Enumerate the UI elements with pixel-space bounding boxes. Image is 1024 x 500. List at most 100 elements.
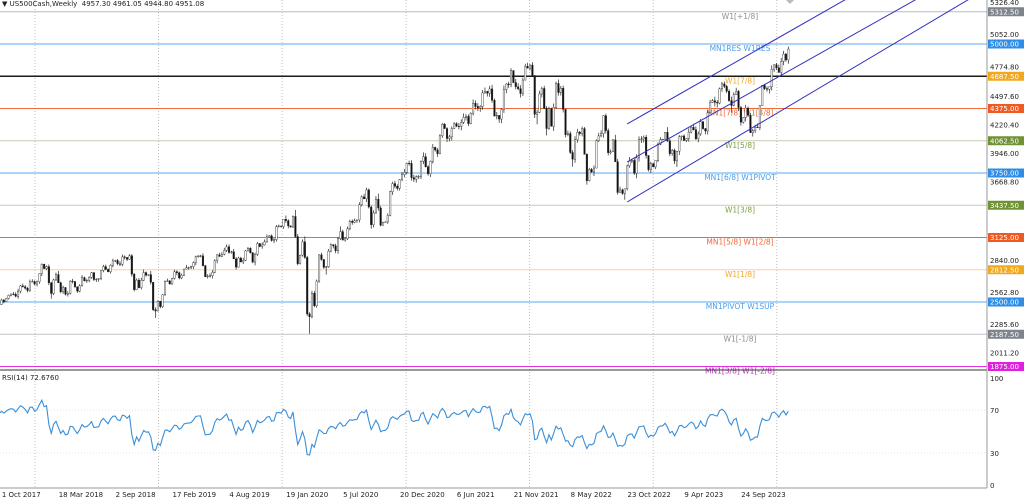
candle-bull — [495, 115, 498, 117]
candle-bull — [374, 198, 377, 214]
symbol-timeframe: US500Cash,Weekly — [9, 0, 78, 8]
candle-bull — [339, 231, 342, 239]
candle-bull — [66, 293, 69, 295]
candle-bull — [95, 278, 98, 280]
candle-bull — [761, 85, 764, 106]
candle-bear — [201, 255, 204, 266]
candle-bear — [476, 106, 479, 109]
candle-bull — [190, 266, 193, 268]
level-label: W1[5/8] — [725, 141, 755, 150]
candle-bear — [280, 225, 283, 227]
candle-bear — [239, 257, 242, 263]
candle-bull — [225, 246, 228, 251]
date-tick-label: 8 May 2022 — [571, 491, 612, 499]
candle-bull — [346, 228, 349, 239]
candle-bull — [164, 280, 167, 295]
candle-bull — [758, 105, 761, 128]
candle-bear — [313, 293, 316, 306]
candle-bull — [69, 280, 72, 294]
rsi-tick-label: 0 — [990, 482, 994, 490]
level-label: MN1[3/8] W1[-2/8] — [705, 367, 775, 376]
candle-bull — [161, 294, 164, 307]
candle-bull — [5, 298, 8, 302]
candle-bear — [363, 196, 366, 200]
candle-bull — [318, 254, 321, 282]
candle-bull — [192, 262, 195, 267]
candle-bull — [555, 83, 558, 108]
candle-bull — [600, 133, 603, 137]
candle-bear — [133, 273, 136, 290]
candle-bull — [581, 128, 584, 134]
candle-bear — [474, 103, 477, 107]
candle-bear — [377, 198, 380, 209]
candle-bear — [604, 115, 607, 131]
candle-bear — [145, 272, 148, 276]
level-label: W1[3/8] — [725, 205, 755, 214]
candle-bull — [216, 254, 219, 261]
candle-bull — [40, 263, 43, 274]
candle-bull — [173, 271, 176, 279]
candle-bear — [633, 160, 636, 174]
candle-bull — [429, 161, 432, 174]
candle-bear — [370, 206, 373, 225]
candle-bull — [391, 183, 394, 192]
level-price-badge — [988, 39, 1024, 49]
date-tick-label: 9 Apr 2023 — [684, 491, 723, 499]
level-price-badge-text: 1875.00 — [990, 363, 1019, 371]
candle-bear — [434, 147, 437, 151]
candle-bear — [235, 258, 238, 268]
candle-bull — [417, 176, 420, 178]
candle-bull — [78, 285, 81, 292]
candle-bull — [211, 271, 214, 277]
candle-bull — [640, 138, 643, 140]
candle-bull — [479, 106, 482, 109]
candle-bear — [130, 255, 133, 275]
candle-bull — [405, 163, 408, 173]
candle-bear — [616, 161, 619, 193]
candle-bear — [614, 139, 617, 162]
candle-bull — [386, 215, 389, 223]
level-price-badge-text: 2500.00 — [990, 299, 1019, 307]
level-price-badge-text: 5000.00 — [990, 41, 1019, 49]
candle-bear — [486, 91, 489, 94]
candle-bear — [569, 133, 572, 153]
candle-bull — [182, 268, 185, 276]
candle-bear — [47, 266, 50, 283]
candle-bear — [21, 285, 24, 287]
candle-bear — [666, 132, 669, 142]
candle-bear — [12, 293, 15, 295]
candle-bear — [704, 128, 707, 132]
candle-bear — [154, 309, 157, 312]
candle-bear — [493, 100, 496, 117]
date-tick-label: 6 Jun 2021 — [457, 491, 495, 499]
candle-bull — [500, 109, 503, 120]
candle-bull — [664, 132, 667, 140]
level-price-badge — [988, 136, 1024, 146]
channel-line-upper — [626, 0, 846, 125]
candle-bull — [36, 281, 39, 285]
candle-bear — [777, 67, 780, 73]
candle-bear — [33, 281, 36, 285]
candle-bull — [254, 254, 257, 263]
candle-bull — [465, 116, 468, 118]
candle-bull — [782, 53, 785, 62]
candle-bull — [735, 91, 738, 95]
candle-bull — [628, 160, 631, 167]
candle-bull — [528, 64, 531, 69]
candle-bull — [690, 127, 693, 133]
level-label: W1[+1/8] — [722, 12, 758, 21]
price-tick-label: 4497.60 — [990, 93, 1019, 101]
candle-bear — [728, 91, 731, 101]
candle-bull — [38, 273, 41, 282]
price-tick-label: 3668.80 — [990, 178, 1019, 186]
candle-bull — [472, 103, 475, 114]
triangle-down-icon[interactable]: ▼ — [2, 0, 10, 8]
candle-bear — [514, 82, 517, 88]
candle-bull — [754, 126, 757, 131]
candle-bull — [353, 220, 356, 223]
candle-bear — [694, 129, 697, 140]
candle-bear — [104, 266, 107, 270]
candle-bull — [28, 281, 31, 291]
candles — [0, 46, 790, 334]
